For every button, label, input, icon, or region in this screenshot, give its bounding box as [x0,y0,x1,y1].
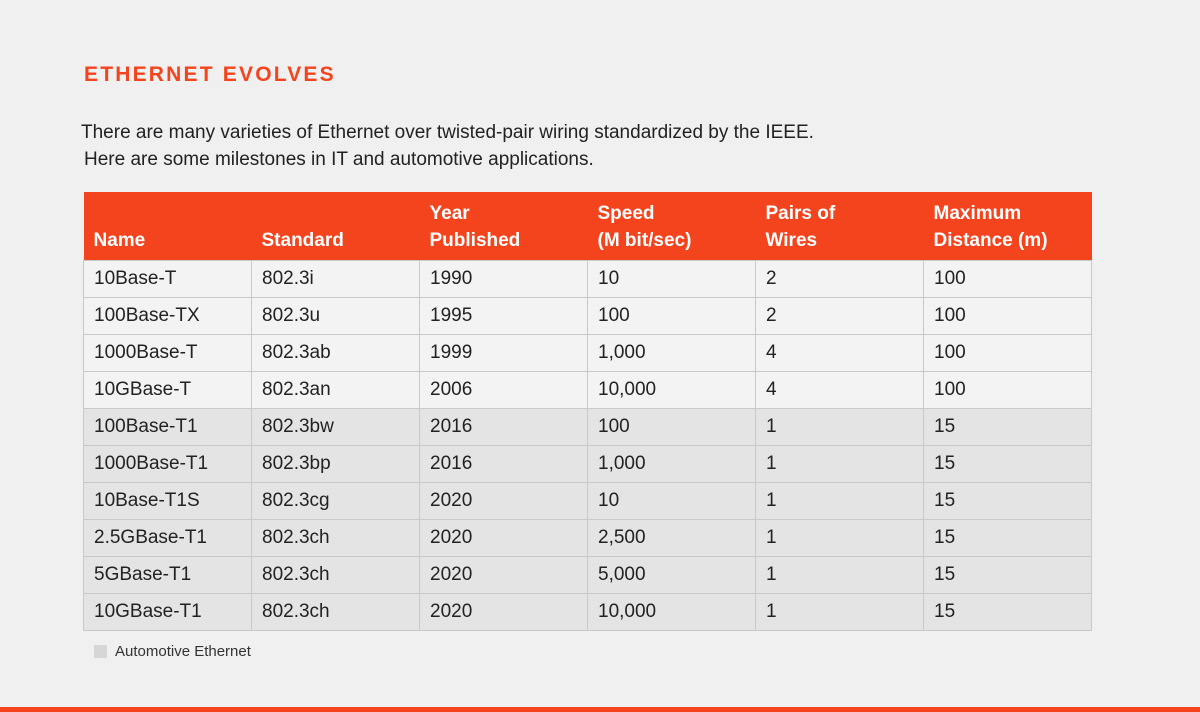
intro-line-1: There are many varieties of Ethernet ove… [81,122,814,143]
cell-standard: 802.3ab [251,334,420,372]
cell-year: 1990 [419,260,588,298]
bottom-accent-bar [0,707,1200,712]
column-header-line: Year [429,203,470,224]
cell-standard: 802.3ch [251,593,420,631]
table-body: 10Base-T 802.3i 1990 10 2 100 100Base-TX 802.3u… [83,260,1092,631]
cell-pairs: 2 [755,297,924,335]
cell-speed: 10,000 [587,371,756,409]
cell-name: 2.5GBase-T1 [83,519,252,557]
cell-pairs: 1 [755,556,924,594]
table-row: 10GBase-T 802.3an 2006 10,000 4 100 [83,371,1092,409]
cell-speed: 100 [587,408,756,446]
column-header-line: Maximum [933,203,1022,224]
legend-swatch [94,645,107,658]
cell-standard: 802.3an [251,371,420,409]
column-header-standard: Standard [251,192,420,261]
cell-standard: 802.3cg [251,482,420,520]
cell-distance: 15 [923,408,1092,446]
cell-distance: 100 [923,260,1092,298]
cell-year: 2020 [419,482,588,520]
cell-name: 100Base-TX [83,297,252,335]
column-header-line: Standard [261,230,344,251]
legend: Automotive Ethernet [94,643,251,660]
table-row: 1000Base-T 802.3ab 1999 1,000 4 100 [83,334,1092,372]
cell-year: 2016 [419,408,588,446]
cell-distance: 100 [923,297,1092,335]
cell-standard: 802.3ch [251,556,420,594]
cell-pairs: 1 [755,482,924,520]
cell-pairs: 2 [755,260,924,298]
table-header-row: Name Standard Year Published Speed (M bit/… [83,192,1092,261]
cell-name: 1000Base-T [83,334,252,372]
intro-line-2: Here are some milestones in IT and autom… [84,149,594,170]
cell-year: 2020 [419,519,588,557]
cell-year: 2020 [419,593,588,631]
page-title: ETHERNET EVOLVES [84,63,336,86]
cell-pairs: 4 [755,334,924,372]
cell-standard: 802.3i [251,260,420,298]
cell-speed: 1,000 [587,334,756,372]
table-row: 5GBase-T1 802.3ch 2020 5,000 1 15 [83,556,1092,594]
column-header-line: Distance (m) [933,230,1048,251]
table-row: 100Base-T1 802.3bw 2016 100 1 15 [83,408,1092,446]
legend-label: Automotive Ethernet [115,643,251,660]
cell-year: 1995 [419,297,588,335]
column-header-line: Speed [597,203,655,224]
cell-name: 5GBase-T1 [83,556,252,594]
ethernet-standards-table: Name Standard Year Published Speed (M bit/… [83,192,1092,631]
cell-speed: 1,000 [587,445,756,483]
cell-distance: 15 [923,593,1092,631]
cell-name: 1000Base-T1 [83,445,252,483]
cell-year: 2020 [419,556,588,594]
table-row: 10GBase-T1 802.3ch 2020 10,000 1 15 [83,593,1092,631]
cell-name: 10GBase-T [83,371,252,409]
cell-standard: 802.3u [251,297,420,335]
column-header-line: (M bit/sec) [597,230,692,251]
cell-name: 10GBase-T1 [83,593,252,631]
table-row: 10Base-T 802.3i 1990 10 2 100 [83,260,1092,298]
cell-standard: 802.3bw [251,408,420,446]
cell-pairs: 4 [755,371,924,409]
cell-distance: 100 [923,334,1092,372]
intro-text: There are many varieties of Ethernet ove… [81,119,1081,173]
cell-year: 2006 [419,371,588,409]
cell-standard: 802.3ch [251,519,420,557]
cell-speed: 5,000 [587,556,756,594]
table-row: 1000Base-T1 802.3bp 2016 1,000 1 15 [83,445,1092,483]
column-header-speed: Speed (M bit/sec) [587,192,756,261]
cell-year: 2016 [419,445,588,483]
cell-distance: 15 [923,482,1092,520]
column-header-pairs: Pairs of Wires [755,192,924,261]
cell-distance: 15 [923,519,1092,557]
cell-name: 10Base-T1S [83,482,252,520]
column-header-distance: Maximum Distance (m) [923,192,1092,261]
cell-year: 1999 [419,334,588,372]
cell-speed: 100 [587,297,756,335]
column-header-line: Pairs of [765,203,836,224]
column-header-name: Name [83,192,252,261]
table-row: 2.5GBase-T1 802.3ch 2020 2,500 1 15 [83,519,1092,557]
cell-distance: 15 [923,556,1092,594]
cell-speed: 2,500 [587,519,756,557]
cell-distance: 100 [923,371,1092,409]
cell-distance: 15 [923,445,1092,483]
cell-pairs: 1 [755,593,924,631]
column-header-line: Name [93,230,146,251]
table-header: Name Standard Year Published Speed (M bit/… [83,192,1092,261]
column-header-line: Published [429,230,521,251]
cell-speed: 10 [587,260,756,298]
cell-name: 10Base-T [83,260,252,298]
cell-pairs: 1 [755,408,924,446]
table-row: 10Base-T1S 802.3cg 2020 10 1 15 [83,482,1092,520]
column-header-line: Wires [765,230,818,251]
table-row: 100Base-TX 802.3u 1995 100 2 100 [83,297,1092,335]
cell-pairs: 1 [755,519,924,557]
cell-speed: 10 [587,482,756,520]
cell-speed: 10,000 [587,593,756,631]
cell-pairs: 1 [755,445,924,483]
cell-standard: 802.3bp [251,445,420,483]
column-header-year: Year Published [419,192,588,261]
cell-name: 100Base-T1 [83,408,252,446]
